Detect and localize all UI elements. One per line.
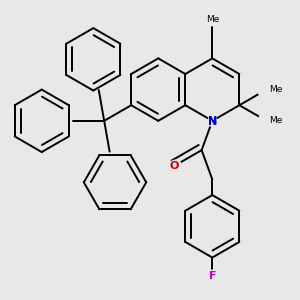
Text: O: O [170, 161, 179, 171]
Text: Me: Me [269, 116, 283, 125]
Text: N: N [208, 116, 217, 126]
Text: F: F [208, 271, 216, 281]
Text: N: N [208, 117, 217, 127]
Text: Me: Me [206, 15, 219, 24]
Text: Me: Me [269, 85, 283, 94]
